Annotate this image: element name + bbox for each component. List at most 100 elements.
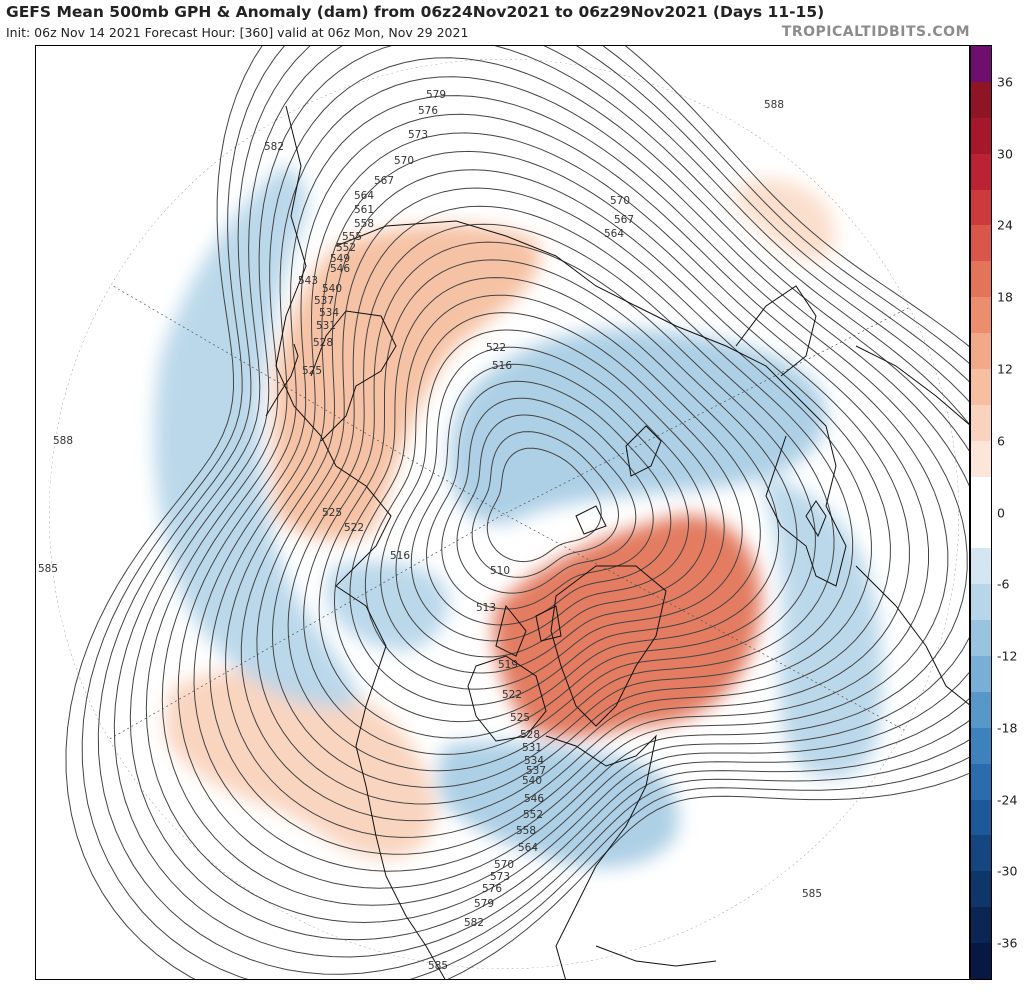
height-contour-line bbox=[81, 46, 969, 979]
contour-label: 570 bbox=[394, 155, 414, 167]
colorbar-segment bbox=[971, 261, 991, 298]
colorbar-label: 12 bbox=[997, 361, 1013, 377]
contour-label: 552 bbox=[336, 242, 356, 254]
contour-label-525-se: 525 bbox=[510, 712, 530, 724]
contour-label: 588 bbox=[764, 99, 784, 111]
contour-label-564-se: 564 bbox=[518, 842, 538, 854]
colorbar-label: 6 bbox=[997, 433, 1005, 449]
contour-label-522-se: 522 bbox=[502, 689, 522, 701]
height-contour-line bbox=[240, 169, 891, 822]
anomaly-western-us-positive bbox=[165, 669, 437, 859]
colorbar-segment bbox=[971, 333, 991, 370]
colorbar-segment bbox=[971, 46, 991, 83]
contour-label-540-se: 540 bbox=[522, 775, 542, 787]
contour-label: 534 bbox=[319, 307, 339, 319]
contour-label-588-west: 588 bbox=[53, 435, 73, 447]
colorbar-segment bbox=[971, 81, 991, 119]
anomaly-siberia-negative bbox=[450, 328, 827, 524]
coast-africa bbox=[855, 565, 969, 706]
height-contour-line bbox=[287, 223, 835, 772]
anomaly-colorbar bbox=[970, 45, 992, 980]
contour-label: 531 bbox=[316, 320, 336, 332]
contour-label: 516 bbox=[492, 360, 512, 372]
colorbar-segment bbox=[971, 691, 991, 729]
contour-label: 543 bbox=[298, 275, 318, 287]
contour-label-585-west: 585 bbox=[38, 563, 58, 575]
contour-label: 555 bbox=[342, 231, 362, 243]
colorbar-segment bbox=[971, 368, 991, 406]
coast-scandinavia bbox=[735, 285, 817, 377]
height-contour-line bbox=[113, 46, 969, 958]
height-contour-line bbox=[193, 113, 949, 872]
height-contour-line bbox=[145, 57, 969, 924]
coast-east-asia bbox=[275, 105, 392, 587]
colorbar-label: 30 bbox=[997, 146, 1013, 162]
contour-label: 510 bbox=[490, 565, 510, 577]
contour-label: 576 bbox=[418, 105, 438, 117]
map-panel: 579 576 573 570 567 564 561 558 555 552 … bbox=[35, 45, 970, 980]
contour-label: 513 bbox=[476, 602, 496, 614]
coast-caribbean bbox=[595, 945, 717, 967]
colorbar-segment bbox=[971, 404, 991, 442]
height-contour-line bbox=[380, 329, 725, 674]
contour-label: 579 bbox=[426, 89, 446, 101]
contour-label-528-se: 528 bbox=[520, 729, 540, 741]
height-contour-line bbox=[425, 380, 672, 626]
coast-greenland bbox=[550, 565, 667, 727]
colorbar-segment bbox=[971, 189, 991, 226]
height-contour-line bbox=[271, 205, 854, 788]
colorbar-segment bbox=[971, 584, 991, 621]
colorbar-label: -24 bbox=[997, 792, 1018, 808]
coastlines bbox=[265, 105, 969, 979]
contour-label-570-se: 570 bbox=[494, 859, 514, 871]
anomaly-east-asia-positive bbox=[273, 224, 541, 540]
colorbar-segment bbox=[971, 297, 991, 334]
contour-labels: 579 576 573 570 567 564 561 558 555 552 … bbox=[298, 89, 822, 929]
colorbar-label: 24 bbox=[997, 217, 1013, 233]
rim-labels: 588 585 582 585 570 573 576 579 564 558 … bbox=[38, 141, 546, 972]
height-contour-line bbox=[410, 363, 690, 642]
height-contour-line bbox=[441, 397, 654, 610]
height-contour-line bbox=[161, 76, 969, 906]
colorbar-segment bbox=[971, 943, 991, 980]
contour-label: 528 bbox=[313, 337, 333, 349]
colorbar-segment bbox=[971, 117, 991, 155]
contour-label: 564 bbox=[354, 190, 374, 202]
contour-label: 522 bbox=[344, 522, 364, 534]
colorbar-segment bbox=[971, 727, 991, 765]
height-contour-line bbox=[303, 241, 816, 755]
height-contour-line bbox=[456, 414, 637, 594]
coast-japan bbox=[265, 343, 299, 417]
colorbar-label: -36 bbox=[997, 935, 1018, 951]
height-contour-line bbox=[177, 95, 968, 889]
graticule bbox=[49, 59, 959, 969]
contour-label: 525 bbox=[322, 507, 342, 519]
colorbar-label: -6 bbox=[997, 576, 1010, 592]
height-contour-line bbox=[209, 132, 929, 855]
coast-north-america-west bbox=[365, 785, 446, 979]
contour-label: 582 bbox=[464, 917, 484, 929]
contour-label: 570 bbox=[610, 195, 630, 207]
contour-label: 519 bbox=[498, 659, 518, 671]
coast-middle-east bbox=[855, 345, 969, 425]
contour-label: 567 bbox=[374, 175, 394, 187]
coast-north-america-east bbox=[545, 734, 657, 979]
coast-arctic-islands bbox=[495, 505, 607, 657]
colorbar-segment bbox=[971, 440, 991, 478]
colorbar-label: -12 bbox=[997, 648, 1018, 664]
contour-label: 522 bbox=[486, 342, 506, 354]
contour-label-579-se: 579 bbox=[474, 898, 494, 910]
height-contour-line bbox=[65, 46, 969, 979]
height-contours bbox=[65, 46, 969, 979]
map-title: GEFS Mean 500mb GPH & Anomaly (dam) from… bbox=[6, 3, 825, 21]
colorbar-label: 18 bbox=[997, 289, 1013, 305]
colorbar-label: 36 bbox=[997, 74, 1013, 90]
contour-label: 558 bbox=[354, 218, 374, 230]
contour-label-576-se: 576 bbox=[482, 883, 502, 895]
colorbar-label: -30 bbox=[997, 863, 1018, 879]
height-contour-line bbox=[256, 187, 872, 805]
height-contour-line bbox=[364, 312, 743, 690]
polar-stereographic-map: 579 576 573 570 567 564 561 558 555 552 … bbox=[38, 46, 969, 979]
colorbar-segment bbox=[971, 656, 991, 693]
coast-siberia bbox=[335, 220, 797, 397]
